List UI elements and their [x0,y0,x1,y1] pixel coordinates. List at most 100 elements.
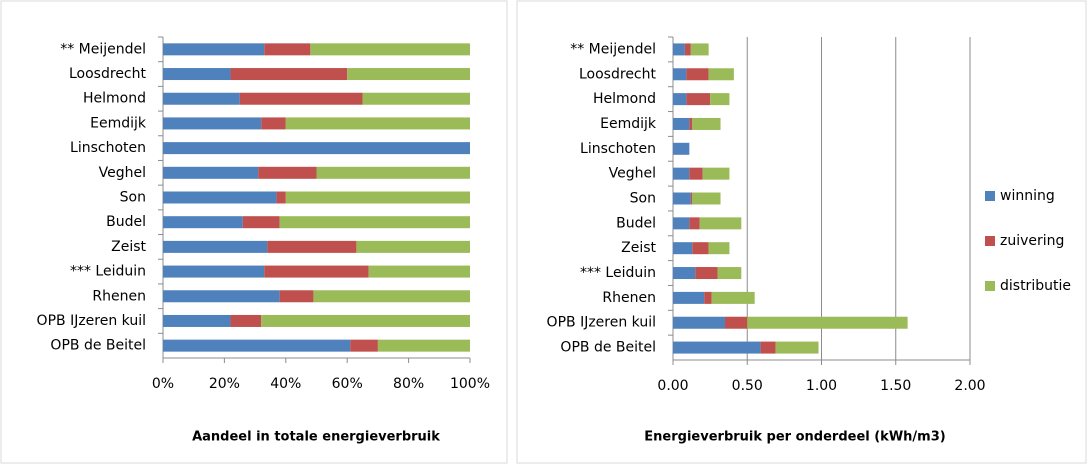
bar-segment [689,117,693,130]
bar-segment [368,265,470,278]
bar-segment [724,316,748,329]
bar-segment [686,68,709,81]
y-tick-label: Linschoten [580,141,656,157]
bar-segment [673,167,690,180]
bar-segment [163,142,470,155]
x-axis-title: Aandeel in totale energieverbruik [192,430,440,445]
x-tick-label: 0.00 [657,378,688,394]
bar-segment [356,240,470,253]
bar-segment [163,117,262,130]
bar-segment [276,191,286,204]
x-tick-label: 0% [152,376,174,392]
y-tick-label: Veghel [609,166,656,182]
y-tick-label: Linschoten [70,140,146,156]
y-tick-label: Helmond [593,91,656,107]
bar-segment [163,68,231,81]
bar-segment [686,93,711,106]
x-tick-label: 0.50 [732,378,763,394]
bar-segment [704,291,712,304]
bar-segment [717,267,742,280]
bar-segment [695,267,718,280]
bar-segment [163,43,265,56]
bar-segment [163,216,243,229]
bar-segment [163,92,240,105]
bar-segment [689,167,703,180]
bar-segment [673,192,691,205]
bar-segment [377,339,470,352]
bar-segment [760,341,776,354]
bar-segment [747,316,908,329]
bar-segment [711,291,755,304]
y-tick-label: Loosdrecht [579,66,656,82]
y-tick-label: Loosdrecht [69,66,146,82]
bar-segment [230,314,262,327]
bar-segment [689,217,700,230]
y-tick-label: Veghel [99,165,146,181]
bar-segment [673,43,685,56]
bar-segment [699,217,742,230]
y-tick-label: *** Leiduin [70,264,146,280]
bar-segment [673,142,690,155]
y-tick-label: ** Meijendel [60,41,146,57]
bar-segment [690,192,693,205]
bar-segment [163,166,259,179]
x-tick-label: 1.00 [806,378,837,394]
bar-segment [261,117,286,130]
bar-segment [673,117,690,130]
x-tick-label: 2.00 [954,378,985,394]
bar-segment [347,68,470,81]
bar-segment [673,242,693,255]
bar-segment [673,217,690,230]
bar-segment [261,314,470,327]
bar-segment [708,242,730,255]
x-tick-label: 40% [270,376,301,392]
bar-segment [692,242,709,255]
bar-segment [350,339,378,352]
bar-segment [242,216,280,229]
bar-segment [684,43,691,56]
y-tick-label: OPB IJzeren kuil [547,315,656,331]
y-tick-label: OPB de Beitel [560,340,656,356]
legend-label: zuivering [1000,233,1064,249]
bar-segment [279,216,470,229]
bar-segment [163,191,277,204]
legend-swatch [985,191,995,201]
y-tick-label: Son [630,191,656,207]
y-tick-label: Budel [616,215,656,231]
y-tick-label: Zeist [621,240,656,256]
y-tick-label: Rhenen [602,290,656,306]
bar-segment [310,43,470,56]
bar-segment [673,341,761,354]
bar-segment [279,290,314,303]
bar-segment [775,341,819,354]
bar-segment [710,93,730,106]
bar-segment [690,43,709,56]
bar-segment [239,92,363,105]
y-tick-label: Eemdijk [90,115,147,131]
bar-segment [362,92,470,105]
bar-segment [163,290,280,303]
y-tick-label: ** Meijendel [570,41,656,57]
bar-segment [673,267,696,280]
bar-segment [285,191,470,204]
legend-label: distributie [1000,278,1071,294]
bar-segment [692,117,721,130]
bar-segment [692,192,721,205]
bar-segment [230,68,348,81]
bar-segment [673,291,705,304]
bar-segment [264,265,369,278]
bar-segment [163,339,351,352]
legend-swatch [985,281,995,291]
x-axis-title: Energieverbruik per onderdeel (kWh/m3) [644,430,945,445]
x-tick-label: 80% [393,376,424,392]
bar-segment [673,93,687,106]
bar-segment [673,68,687,81]
y-tick-label: Eemdijk [600,116,657,132]
y-tick-label: Rhenen [92,288,146,304]
x-tick-label: 20% [209,376,240,392]
bar-segment [264,43,311,56]
y-tick-label: Budel [106,214,146,230]
bar-segment [163,314,231,327]
bar-segment [285,117,470,130]
